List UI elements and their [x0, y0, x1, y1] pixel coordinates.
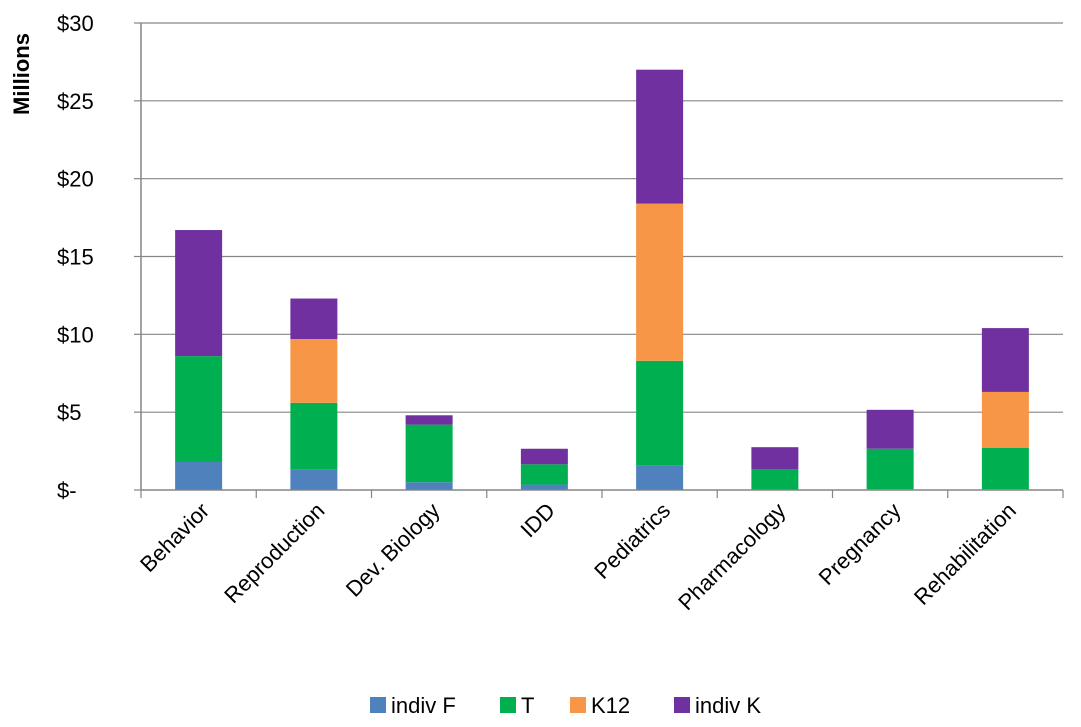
category-labels: Behavior Reproduction Dev. Biology IDD Pedia… [135, 498, 1021, 615]
legend-entry: T [521, 693, 534, 718]
legend-entry: indiv K [695, 693, 761, 718]
x-category-label: IDD [515, 498, 559, 542]
bar-segment [520, 448, 568, 465]
y-tick-label: $- [57, 478, 77, 503]
bar-segment [405, 482, 453, 490]
y-tick-label: $5 [57, 400, 81, 425]
bar-segment [636, 203, 684, 361]
gridlines [141, 22, 1063, 413]
legend-swatch [570, 697, 586, 713]
bar-segment [520, 464, 568, 485]
bar-segment [636, 69, 684, 204]
x-category-label: Pediatrics [589, 498, 675, 584]
x-category-label: Reproduction [219, 498, 329, 608]
x-category-label: Rehabilitation [909, 498, 1021, 610]
bar-segment [290, 469, 338, 490]
bar-segment [175, 356, 223, 462]
bar-segment [636, 360, 684, 466]
bar-segment [290, 402, 338, 470]
bar-segment [175, 461, 223, 490]
bar-segment [636, 465, 684, 490]
y-tick-label: $20 [57, 167, 94, 192]
y-axis-ticks: $- $5 $10 $15 $20 $25 $30 [57, 11, 141, 503]
x-category-label: Behavior [135, 498, 214, 577]
legend-swatch [500, 697, 516, 713]
x-category-label: Pregnancy [814, 498, 906, 590]
bar-segment [751, 447, 799, 469]
legend-swatch [674, 697, 690, 713]
x-category-label: Dev. Biology [341, 498, 445, 602]
bar-segment [866, 448, 914, 490]
bar-segment [290, 339, 338, 403]
legend-swatch [370, 697, 386, 713]
legend-entry: K12 [591, 693, 630, 718]
bar-segment [405, 415, 453, 425]
bar-segment [981, 447, 1029, 490]
bar-segment [520, 484, 568, 490]
legend: indiv F T K12 indiv K [370, 693, 761, 718]
bar-segment [175, 230, 223, 357]
x-category-label: Pharmacology [673, 498, 790, 615]
bar-segment [290, 298, 338, 340]
y-tick-label: $30 [57, 11, 94, 36]
y-tick-label: $10 [57, 322, 94, 347]
bar-segment [405, 424, 453, 483]
bar-segment [981, 391, 1029, 448]
legend-entry: indiv F [391, 693, 456, 718]
bars [175, 69, 1029, 490]
bar-segment [751, 468, 799, 490]
x-axis-ticks [140, 490, 1064, 498]
y-tick-label: $25 [57, 89, 94, 114]
bar-segment [981, 328, 1029, 392]
bar-segment [866, 409, 914, 449]
y-axis-label: Millions [9, 33, 34, 115]
y-tick-label: $15 [57, 245, 94, 270]
